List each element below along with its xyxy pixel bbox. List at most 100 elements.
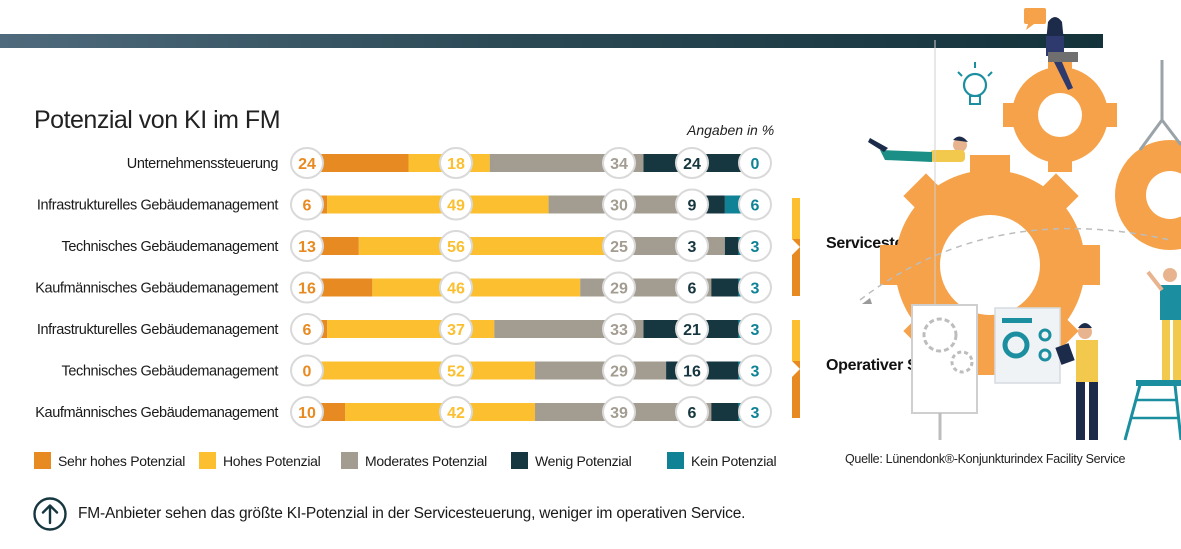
row-label: Technisches Gebäudemanagement (61, 364, 278, 380)
person-lying-icon (868, 136, 968, 162)
value-label-hoch: 56 (447, 239, 465, 256)
value-label-moderat: 25 (610, 239, 628, 256)
bar-segment-hoch (300, 361, 536, 380)
value-marker-wenig (675, 396, 709, 428)
value-marker-sehr-hoch (290, 354, 324, 387)
value-label-kein: 3 (751, 322, 760, 339)
value-label-sehr-hoch: 24 (298, 156, 316, 173)
value-marker-sehr-hoch (290, 230, 324, 262)
bracket-servicesteuerung-upper (792, 198, 800, 239)
legend-swatch-wenig (511, 452, 528, 469)
arrow-up-circle-icon (33, 497, 67, 531)
value-label-wenig: 6 (688, 405, 697, 422)
bar-segment-hoch (372, 278, 581, 297)
value-marker-kein (738, 354, 772, 387)
value-marker-sehr-hoch (290, 396, 324, 428)
bar-segment-sehr-hoch (300, 154, 409, 172)
legend-label-hoch: Hohes Potenzial (223, 452, 321, 469)
value-marker-sehr-hoch (290, 147, 324, 179)
legend-item-sehr-hoch: Sehr hohes Potenzial (34, 452, 185, 469)
value-marker-kein (738, 230, 772, 262)
value-label-moderat: 39 (610, 405, 628, 422)
row-label: Infrastrukturelles Gebäudemanagement (37, 198, 278, 214)
value-label-wenig: 24 (683, 156, 701, 173)
value-label-wenig: 21 (683, 322, 701, 339)
bracket-servicesteuerung-lower (792, 255, 800, 296)
person-ladder-icon (1146, 268, 1181, 380)
bar-segment-wenig (711, 403, 739, 421)
person-tablet-icon (1055, 323, 1098, 440)
value-label-hoch: 52 (447, 364, 465, 381)
unit-note: Angaben in % (687, 122, 775, 138)
value-label-kein: 3 (751, 281, 760, 298)
legend-swatch-kein (667, 452, 684, 469)
value-label-sehr-hoch: 6 (303, 322, 312, 339)
value-marker-moderat (602, 313, 636, 345)
value-label-wenig: 3 (688, 239, 697, 256)
value-marker-kein (738, 271, 772, 304)
crane-hook-icon (1138, 60, 1181, 151)
value-label-hoch: 49 (447, 198, 465, 215)
value-marker-hoch (439, 354, 473, 387)
value-label-sehr-hoch: 0 (303, 364, 312, 381)
value-label-kein: 3 (751, 239, 760, 256)
legend-label-sehr-hoch: Sehr hohes Potenzial (58, 452, 186, 469)
value-label-sehr-hoch: 13 (298, 239, 316, 256)
value-label-sehr-hoch: 10 (298, 405, 316, 422)
value-label-kein: 3 (751, 364, 760, 381)
bar-segment-moderat (535, 361, 667, 380)
value-label-kein: 6 (751, 198, 760, 215)
value-marker-sehr-hoch (290, 313, 324, 345)
value-label-sehr-hoch: 6 (303, 198, 312, 215)
value-marker-hoch (439, 271, 473, 304)
value-label-hoch: 46 (447, 281, 465, 298)
value-label-moderat: 29 (610, 364, 628, 381)
value-marker-moderat (602, 188, 636, 221)
value-marker-hoch (439, 147, 473, 179)
value-marker-kein (738, 147, 772, 179)
value-marker-kein (738, 396, 772, 428)
bracket-servicesteuerung-chevron (792, 239, 800, 255)
lightbulb-icon (957, 62, 993, 105)
clipboard-board-icon (911, 304, 978, 440)
chat-bubble-icon (1024, 8, 1046, 30)
legend-swatch-moderat (341, 452, 358, 469)
row-label: Technisches Gebäudemanagement (61, 239, 278, 255)
bracket-operativer-service-lower (792, 377, 800, 418)
value-marker-sehr-hoch (290, 188, 324, 221)
bar-segment-wenig (724, 237, 739, 255)
dashboard-panel-icon (994, 307, 1061, 384)
bracket-operativer-service-chevron (792, 361, 800, 377)
legend-item-wenig: Wenig Potenzial (511, 452, 632, 469)
legend-swatch-sehr-hoch (34, 452, 51, 469)
value-marker-wenig (675, 230, 709, 262)
value-marker-wenig (675, 354, 709, 387)
bar-segment-hoch (327, 195, 549, 214)
gears-illustration (859, 8, 1181, 441)
value-marker-hoch (439, 188, 473, 221)
value-label-wenig: 9 (688, 198, 697, 215)
value-marker-hoch (439, 396, 473, 428)
value-label-hoch: 42 (447, 405, 465, 422)
value-marker-hoch (439, 230, 473, 262)
gear-top-icon (1003, 58, 1117, 172)
legend-item-moderat: Moderates Potenzial (341, 452, 487, 469)
legend-item-hoch: Hohes Potenzial (199, 452, 321, 469)
source-note: Quelle: Lünendonk®-Konjunkturindex Facil… (845, 452, 1126, 466)
chart-svg: Unternehmenssteuerung 24 18 34 24 0 Infrastruk… (35, 147, 800, 428)
value-marker-moderat (602, 354, 636, 387)
value-marker-wenig (675, 313, 709, 345)
legend-label-moderat: Moderates Potenzial (365, 452, 487, 469)
value-label-hoch: 37 (447, 322, 465, 339)
value-label-wenig: 16 (683, 364, 701, 381)
value-marker-wenig (675, 147, 709, 179)
row-label: Kaufmännisches Gebäudemanagement (35, 281, 278, 297)
value-label-wenig: 6 (688, 281, 697, 298)
chart-title: Potenzial von KI im FM (34, 106, 281, 134)
row-label: Infrastrukturelles Gebäudemanagement (37, 322, 278, 338)
value-label-sehr-hoch: 16 (298, 281, 316, 298)
value-label-moderat: 29 (610, 281, 628, 298)
value-marker-moderat (602, 147, 636, 179)
legend: Sehr hohes Potenzial Hohes Potenzial Mod… (34, 452, 794, 474)
bracket-operativer-service-upper (792, 320, 800, 361)
